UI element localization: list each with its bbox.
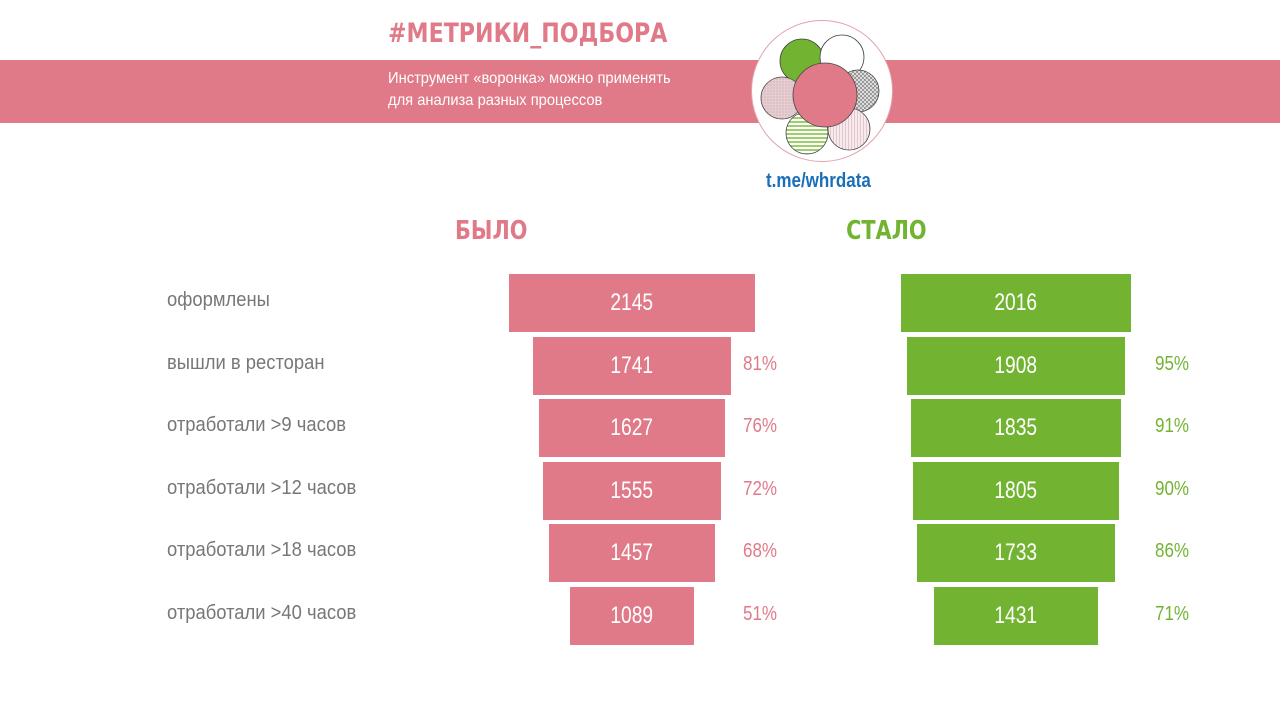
bar-value-label: 1627 — [610, 414, 654, 441]
conversion-percent-label: 51% — [742, 602, 778, 625]
category-label: оформлены — [167, 289, 270, 311]
bar-value-label: 1805 — [994, 476, 1038, 504]
conversion-percent-label: 71% — [1154, 602, 1190, 625]
conversion-percent-label: 76% — [742, 415, 778, 437]
funnel-bar: 1805 — [912, 461, 1120, 520]
funnel-bar: 2016 — [900, 274, 1132, 332]
bar-value-label: 2016 — [994, 289, 1038, 316]
category-label: вышли в ресторан — [167, 351, 325, 374]
bar-value-label: 1908 — [994, 351, 1038, 379]
funnel-bar: 2145 — [509, 274, 755, 332]
conversion-percent-label: 68% — [742, 540, 778, 562]
series-header-after: СТАЛО — [846, 216, 927, 246]
conversion-percent-label: 90% — [1154, 477, 1190, 500]
conversion-percent-label: 72% — [742, 477, 778, 500]
funnel-bar: 1089 — [569, 586, 695, 645]
funnel-bar: 1431 — [934, 586, 1098, 645]
category-label: отработали >40 часов — [167, 601, 357, 624]
bar-value-label: 2145 — [610, 289, 654, 316]
bar-value-label: 1089 — [610, 601, 654, 629]
bar-value-label: 1457 — [610, 539, 654, 566]
flower-logo-icon — [751, 20, 893, 162]
series-header-before: БЫЛО — [455, 216, 528, 246]
category-label: отработали >9 часов — [167, 414, 346, 436]
subtitle-line-2: для анализа разных процессов — [388, 92, 603, 109]
funnel-bar: 1457 — [548, 524, 716, 582]
funnel-bar: 1627 — [539, 399, 725, 457]
page-title: #МЕТРИКИ_ПОДБОРА — [388, 18, 668, 49]
funnel-bar: 1835 — [911, 399, 1121, 457]
bar-value-label: 1555 — [610, 476, 654, 504]
funnel-bar: 1908 — [906, 336, 1126, 395]
category-label: отработали >12 часов — [167, 476, 357, 499]
conversion-percent-label: 81% — [742, 352, 778, 375]
subtitle: Инструмент «воронка» можно применять для… — [388, 68, 671, 112]
funnel-bar: 1741 — [532, 336, 732, 395]
subtitle-line-1: Инструмент «воронка» можно применять — [388, 70, 671, 87]
conversion-percent-label: 86% — [1154, 540, 1190, 562]
conversion-percent-label: 95% — [1154, 352, 1190, 375]
header-band — [0, 60, 1280, 123]
bar-value-label: 1741 — [610, 351, 654, 379]
conversion-percent-label: 91% — [1154, 415, 1190, 437]
bar-value-label: 1835 — [994, 414, 1038, 441]
funnel-bar: 1733 — [916, 524, 1116, 582]
bar-value-label: 1733 — [994, 539, 1038, 566]
funnel-bar: 1555 — [543, 461, 721, 520]
telegram-link[interactable]: t.me/whrdata — [766, 170, 871, 192]
bar-value-label: 1431 — [994, 601, 1038, 629]
category-label: отработали >18 часов — [167, 539, 357, 561]
